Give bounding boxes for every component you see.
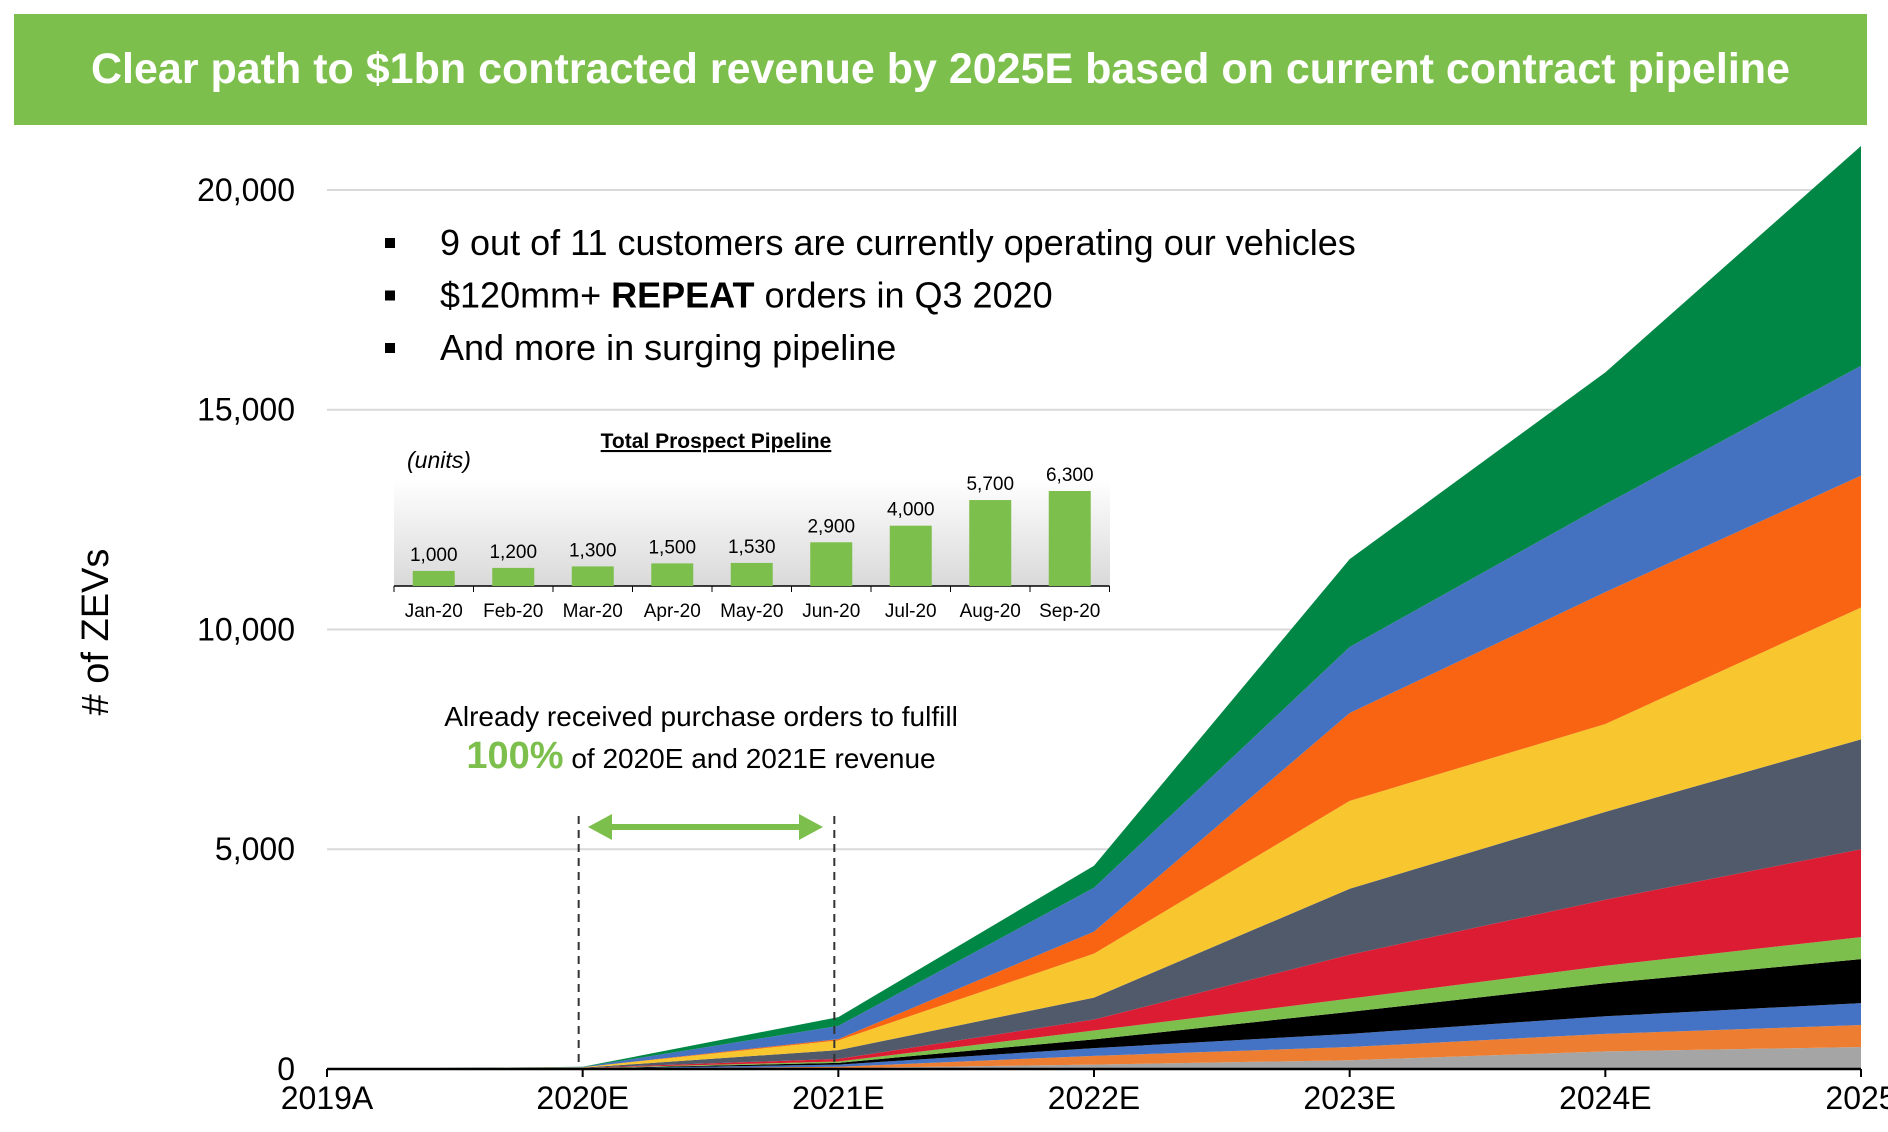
inset-category-label: Jun-20 — [802, 601, 860, 622]
inset-value-label: 4,000 — [887, 500, 935, 521]
purchase-order-annotation: Already received purchase orders to fulf… — [444, 701, 958, 840]
area-series-7 — [327, 739, 1861, 1069]
inset-bar — [810, 542, 853, 586]
pipeline-inset-chart: Total Prospect Pipeline (units) 1,000 Jan… — [393, 430, 1110, 622]
bullet-text-part: And more in surging pipeline — [440, 327, 896, 368]
inset-bar — [412, 570, 455, 586]
x-tick-label: 2021E — [792, 1080, 885, 1116]
inset-category-label: Apr-20 — [644, 601, 701, 622]
inset-bar — [1048, 491, 1091, 586]
inset-category-label: Aug-20 — [960, 601, 1021, 622]
inset-category-label: Jul-20 — [885, 601, 937, 622]
bullet-text-part: REPEAT — [611, 275, 754, 316]
y-tick-label: 20,000 — [197, 172, 295, 208]
inset-title: Total Prospect Pipeline — [601, 430, 832, 453]
x-tick-label: 2020E — [536, 1080, 629, 1116]
annotation-line2-text: of 2020E and 2021E revenue — [564, 743, 936, 774]
x-tick-label: 2024E — [1559, 1080, 1652, 1116]
x-tick-label: 2022E — [1048, 1080, 1141, 1116]
inset-bar — [651, 563, 694, 586]
x-tick-label: 2023E — [1303, 1080, 1396, 1116]
inset-units-label: (units) — [407, 447, 471, 473]
bullet-item: 9 out of 11 customers are currently oper… — [440, 222, 1356, 263]
x-tick-label: 2019A — [281, 1080, 374, 1116]
y-tick-label: 10,000 — [197, 611, 295, 647]
bullet-list: 9 out of 11 customers are currently oper… — [385, 222, 1356, 368]
inset-category-label: May-20 — [720, 601, 783, 622]
area-series-2 — [327, 1025, 1861, 1069]
inset-bar — [969, 500, 1012, 586]
area-series-1 — [327, 1047, 1861, 1069]
area-series-11 — [327, 146, 1861, 1069]
slide-title: Clear path to $1bn contracted revenue by… — [14, 14, 1867, 125]
area-series-3 — [327, 1003, 1861, 1069]
inset-category-label: Sep-20 — [1039, 601, 1100, 622]
inset-bar — [571, 566, 614, 586]
y-tick-label: 0 — [277, 1051, 295, 1087]
inset-bar — [889, 525, 932, 586]
inset-value-label: 5,700 — [966, 474, 1014, 495]
y-tick-label: 15,000 — [197, 392, 295, 428]
inset-category-label: Mar-20 — [563, 601, 623, 622]
x-tick-label: 2025 — [1825, 1080, 1888, 1116]
annotation-line1: Already received purchase orders to fulf… — [444, 701, 958, 732]
inset-value-label: 1,530 — [728, 537, 776, 558]
area-series-4 — [327, 959, 1861, 1069]
area-series-8 — [327, 607, 1861, 1069]
inset-value-label: 1,200 — [489, 542, 537, 563]
inset-category-label: Jan-20 — [405, 601, 463, 622]
inset-value-label: 1,000 — [410, 545, 458, 566]
bullet-item: And more in surging pipeline — [440, 327, 896, 368]
inset-value-label: 1,300 — [569, 540, 617, 561]
area-series-10 — [327, 365, 1861, 1069]
bullet-square-icon — [385, 238, 395, 248]
inset-bar — [492, 567, 535, 586]
bullet-text-part: $120mm+ — [440, 275, 611, 316]
inset-value-label: 1,500 — [648, 537, 696, 558]
inset-value-label: 6,300 — [1046, 465, 1094, 486]
bullet-item: $120mm+ REPEAT orders in Q3 2020 — [440, 275, 1053, 316]
bullet-square-icon — [385, 343, 395, 353]
inset-category-label: Feb-20 — [483, 601, 543, 622]
y-tick-label: 5,000 — [215, 831, 295, 867]
inset-bar — [730, 562, 773, 586]
inset-value-label: 2,900 — [807, 516, 855, 537]
annotation-highlight: 100% — [466, 735, 563, 777]
double-arrow-icon — [588, 814, 823, 840]
annotation-line2: 100% of 2020E and 2021E revenue — [466, 735, 935, 777]
area-series-6 — [327, 849, 1861, 1069]
bullet-square-icon — [385, 290, 395, 301]
y-axis-label: # of ZEVs — [75, 549, 117, 716]
area-series-9 — [327, 475, 1861, 1070]
bullet-text-part: 9 out of 11 customers are currently oper… — [440, 222, 1356, 263]
bullet-text-part: orders in Q3 2020 — [754, 275, 1052, 316]
